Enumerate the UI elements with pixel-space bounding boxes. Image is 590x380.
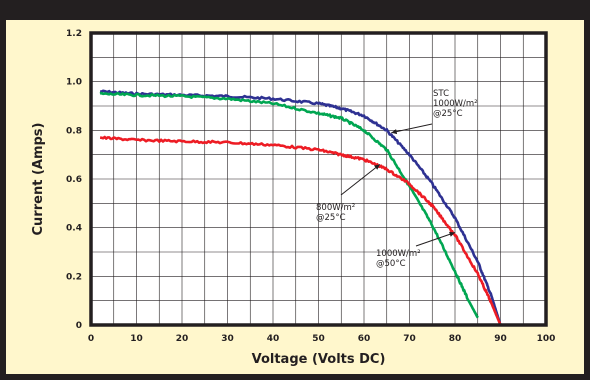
x-tick-label: 60 — [358, 334, 371, 344]
annotations: STC1000W/m²@25°C800W/m²@25°C1000W/m²@50°… — [316, 89, 478, 269]
y-axis-label: Current (Amps) — [31, 123, 46, 236]
annotation-leader — [415, 232, 456, 247]
y-tick-label: 0.4 — [66, 224, 82, 234]
annotation-text: @50°C — [376, 259, 406, 269]
y-tick-label: 1.2 — [66, 29, 82, 39]
y-tick-label: 0 — [76, 321, 82, 331]
annotation-arrowhead — [374, 164, 380, 170]
y-tick-label: 0.8 — [66, 126, 82, 136]
y-tick-label: 0.2 — [66, 272, 82, 282]
x-tick-label: 20 — [176, 334, 189, 344]
annotation-arrowhead — [391, 129, 398, 135]
annotation-text: 1000W/m² — [433, 99, 478, 109]
annotation-arrowhead — [449, 231, 455, 237]
x-tick-label: 100 — [537, 334, 556, 344]
x-tick-label: 90 — [494, 334, 507, 344]
annotation-text: 1000W/m² — [376, 249, 421, 259]
y-tick-label: 1.0 — [66, 78, 82, 88]
annotation-text: @25°C — [433, 109, 463, 119]
grid — [91, 33, 546, 325]
chart-panel: 0 10 20 30 40 50 60 70 80 90 100 0 0.2 0.4 0.6 0.8 1.0 1.… — [6, 20, 584, 374]
annotation-text: 800W/m² — [316, 203, 355, 213]
x-tick-label: 30 — [221, 334, 234, 344]
series-line — [99, 89, 502, 326]
series-line — [99, 135, 502, 326]
annotation-text: STC — [433, 89, 449, 99]
series-line — [99, 91, 479, 319]
y-tick-label: 0.6 — [66, 175, 82, 185]
x-tick-label: 10 — [130, 334, 143, 344]
annotation-leader — [340, 164, 381, 196]
iv-curve-chart: 0 10 20 30 40 50 60 70 80 90 100 0 0.2 0.4 0.6 0.8 1.0 1.… — [31, 29, 555, 367]
annotation-text: @25°C — [316, 213, 346, 223]
tick-labels: 0 10 20 30 40 50 60 70 80 90 100 0 0.2 0.4 0.6 0.8 1.0 1.… — [66, 29, 555, 344]
series-layer — [99, 89, 502, 326]
x-tick-label: 50 — [312, 334, 325, 344]
x-tick-label: 40 — [267, 334, 280, 344]
plot-border — [89, 31, 548, 327]
x-tick-label: 80 — [449, 334, 462, 344]
x-tick-label: 70 — [403, 334, 416, 344]
x-axis-label: Voltage (Volts DC) — [252, 352, 386, 367]
annotation-leader — [391, 123, 433, 134]
x-tick-label: 0 — [88, 334, 94, 344]
